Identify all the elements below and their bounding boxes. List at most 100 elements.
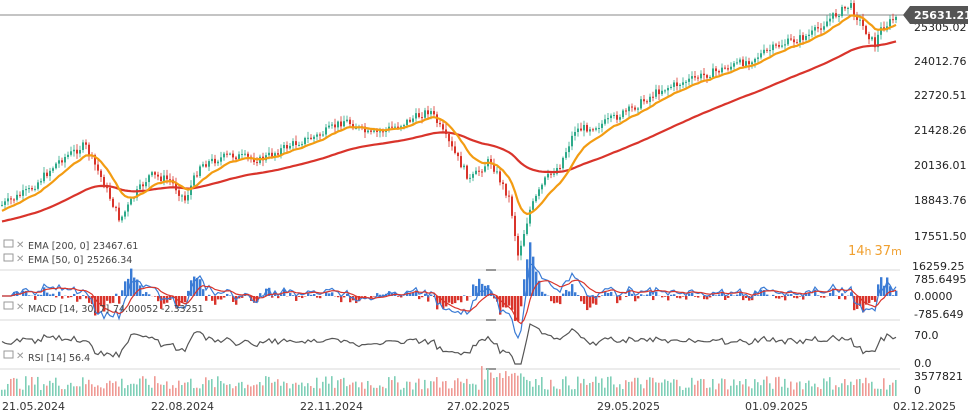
macd-histogram-bar — [517, 296, 520, 321]
volume-bar — [619, 384, 621, 396]
current-price-badge: 25631.21 — [903, 6, 968, 24]
macd-histogram-bar — [430, 294, 433, 296]
candle-body — [589, 129, 591, 132]
settings-icon[interactable] — [3, 350, 14, 359]
candle-body — [16, 194, 18, 200]
macd-histogram-bar — [181, 296, 184, 303]
close-icon[interactable]: ✕ — [16, 351, 24, 362]
legend-macd[interactable]: ✕ MACD [14, 30, 7] 74.00052 -2.33251 — [3, 301, 204, 315]
candle-body — [442, 124, 444, 130]
volume-bar — [187, 382, 189, 396]
macd-histogram-bar — [802, 296, 805, 300]
volume-bar — [367, 380, 369, 396]
settings-icon[interactable] — [3, 301, 14, 310]
candle-body — [298, 144, 300, 146]
candle-body — [895, 16, 897, 20]
volume-bar — [568, 385, 570, 396]
macd-histogram-bar — [577, 295, 580, 296]
candle-body — [364, 126, 366, 133]
volume-bar — [406, 381, 408, 396]
candle-body — [187, 195, 189, 201]
pane-handle-volume[interactable] — [486, 368, 496, 370]
candle-body — [127, 204, 129, 212]
volume-bar — [190, 378, 192, 396]
price-tick: 17551.50 — [914, 230, 967, 243]
candle-body — [13, 199, 15, 201]
volume-bar — [628, 381, 630, 396]
close-icon[interactable]: ✕ — [16, 254, 24, 265]
volume-bar — [862, 383, 864, 396]
svg-text:25631.21: 25631.21 — [914, 9, 968, 22]
macd-histogram-bar — [514, 296, 517, 321]
volume-bar — [286, 383, 288, 396]
volume-bar — [778, 376, 780, 396]
volume-bar — [547, 389, 549, 396]
candle-body — [370, 130, 372, 132]
close-icon[interactable]: ✕ — [16, 302, 24, 313]
volume-bar — [844, 379, 846, 396]
volume-bar — [682, 389, 684, 396]
volume-bar — [613, 384, 615, 396]
candle-body — [715, 68, 717, 72]
volume-bar — [745, 379, 747, 396]
close-icon[interactable]: ✕ — [16, 240, 24, 251]
candle-body — [79, 149, 81, 154]
legend-rsi[interactable]: ✕ RSI [14] 56.4 — [3, 350, 90, 364]
volume-bar — [895, 379, 897, 396]
candle-body — [82, 142, 84, 150]
macd-histogram-bar — [319, 296, 322, 299]
legend-ema50[interactable]: ✕ EMA [50, 0] 25266.34 — [3, 253, 132, 266]
volume-bar — [859, 378, 861, 396]
price-axis[interactable]: 25305.02 24012.76 22720.51 21428.26 2013… — [912, 21, 967, 273]
candle-body — [478, 170, 480, 172]
volume-bar — [454, 380, 456, 396]
volume-bar — [811, 386, 813, 396]
candle-body — [295, 141, 297, 146]
volume-bar — [100, 387, 102, 396]
macd-histogram-bar — [292, 295, 295, 296]
volume-bar — [463, 383, 465, 396]
candle-body — [547, 173, 549, 178]
volume-bar — [730, 385, 732, 396]
volume-bar — [781, 386, 783, 396]
settings-icon[interactable] — [3, 253, 14, 262]
volume-bar — [562, 379, 564, 396]
macd-histogram-bar — [415, 290, 418, 296]
macd-histogram-bar — [184, 296, 187, 303]
price-tick: 18843.76 — [914, 194, 967, 207]
pane-handle-rsi[interactable] — [486, 319, 496, 321]
candle-body — [697, 77, 699, 79]
candle-body — [736, 62, 738, 64]
volume-bar — [400, 389, 402, 396]
volume-bar — [355, 381, 357, 396]
date-axis[interactable]: 21.05.2024 22.08.2024 22.11.2024 27.02.2… — [2, 400, 956, 413]
macd-histogram-bar — [691, 292, 694, 296]
macd-histogram-bar — [832, 288, 835, 296]
candle-body — [70, 151, 72, 155]
candle-body — [466, 165, 468, 179]
volume-bar — [358, 387, 360, 396]
legend-ema200[interactable]: ✕ EMA [200, 0] 23467.61 — [3, 239, 138, 252]
candle-body — [811, 30, 813, 35]
settings-icon[interactable] — [3, 239, 14, 248]
candle-body — [355, 128, 357, 130]
macd-histogram-bar — [40, 294, 43, 296]
candle-body — [637, 108, 639, 110]
macd-histogram-bar — [724, 296, 727, 300]
macd-histogram-bar — [463, 295, 466, 296]
candle-body — [460, 156, 462, 168]
volume-bar — [310, 386, 312, 396]
candle-body — [22, 190, 24, 196]
candle-body — [25, 189, 27, 191]
macd-histogram-bar — [340, 296, 343, 303]
candle-body — [526, 223, 528, 234]
rsi-tick: 70.0 — [914, 329, 939, 342]
volume-bar — [253, 385, 255, 396]
macd-histogram-bar — [148, 294, 151, 296]
pane-handle-macd[interactable] — [486, 269, 496, 271]
volume-bar — [880, 388, 882, 396]
candle-body — [229, 153, 231, 155]
volume-bar — [826, 381, 828, 396]
macd-histogram-bar — [736, 294, 739, 296]
